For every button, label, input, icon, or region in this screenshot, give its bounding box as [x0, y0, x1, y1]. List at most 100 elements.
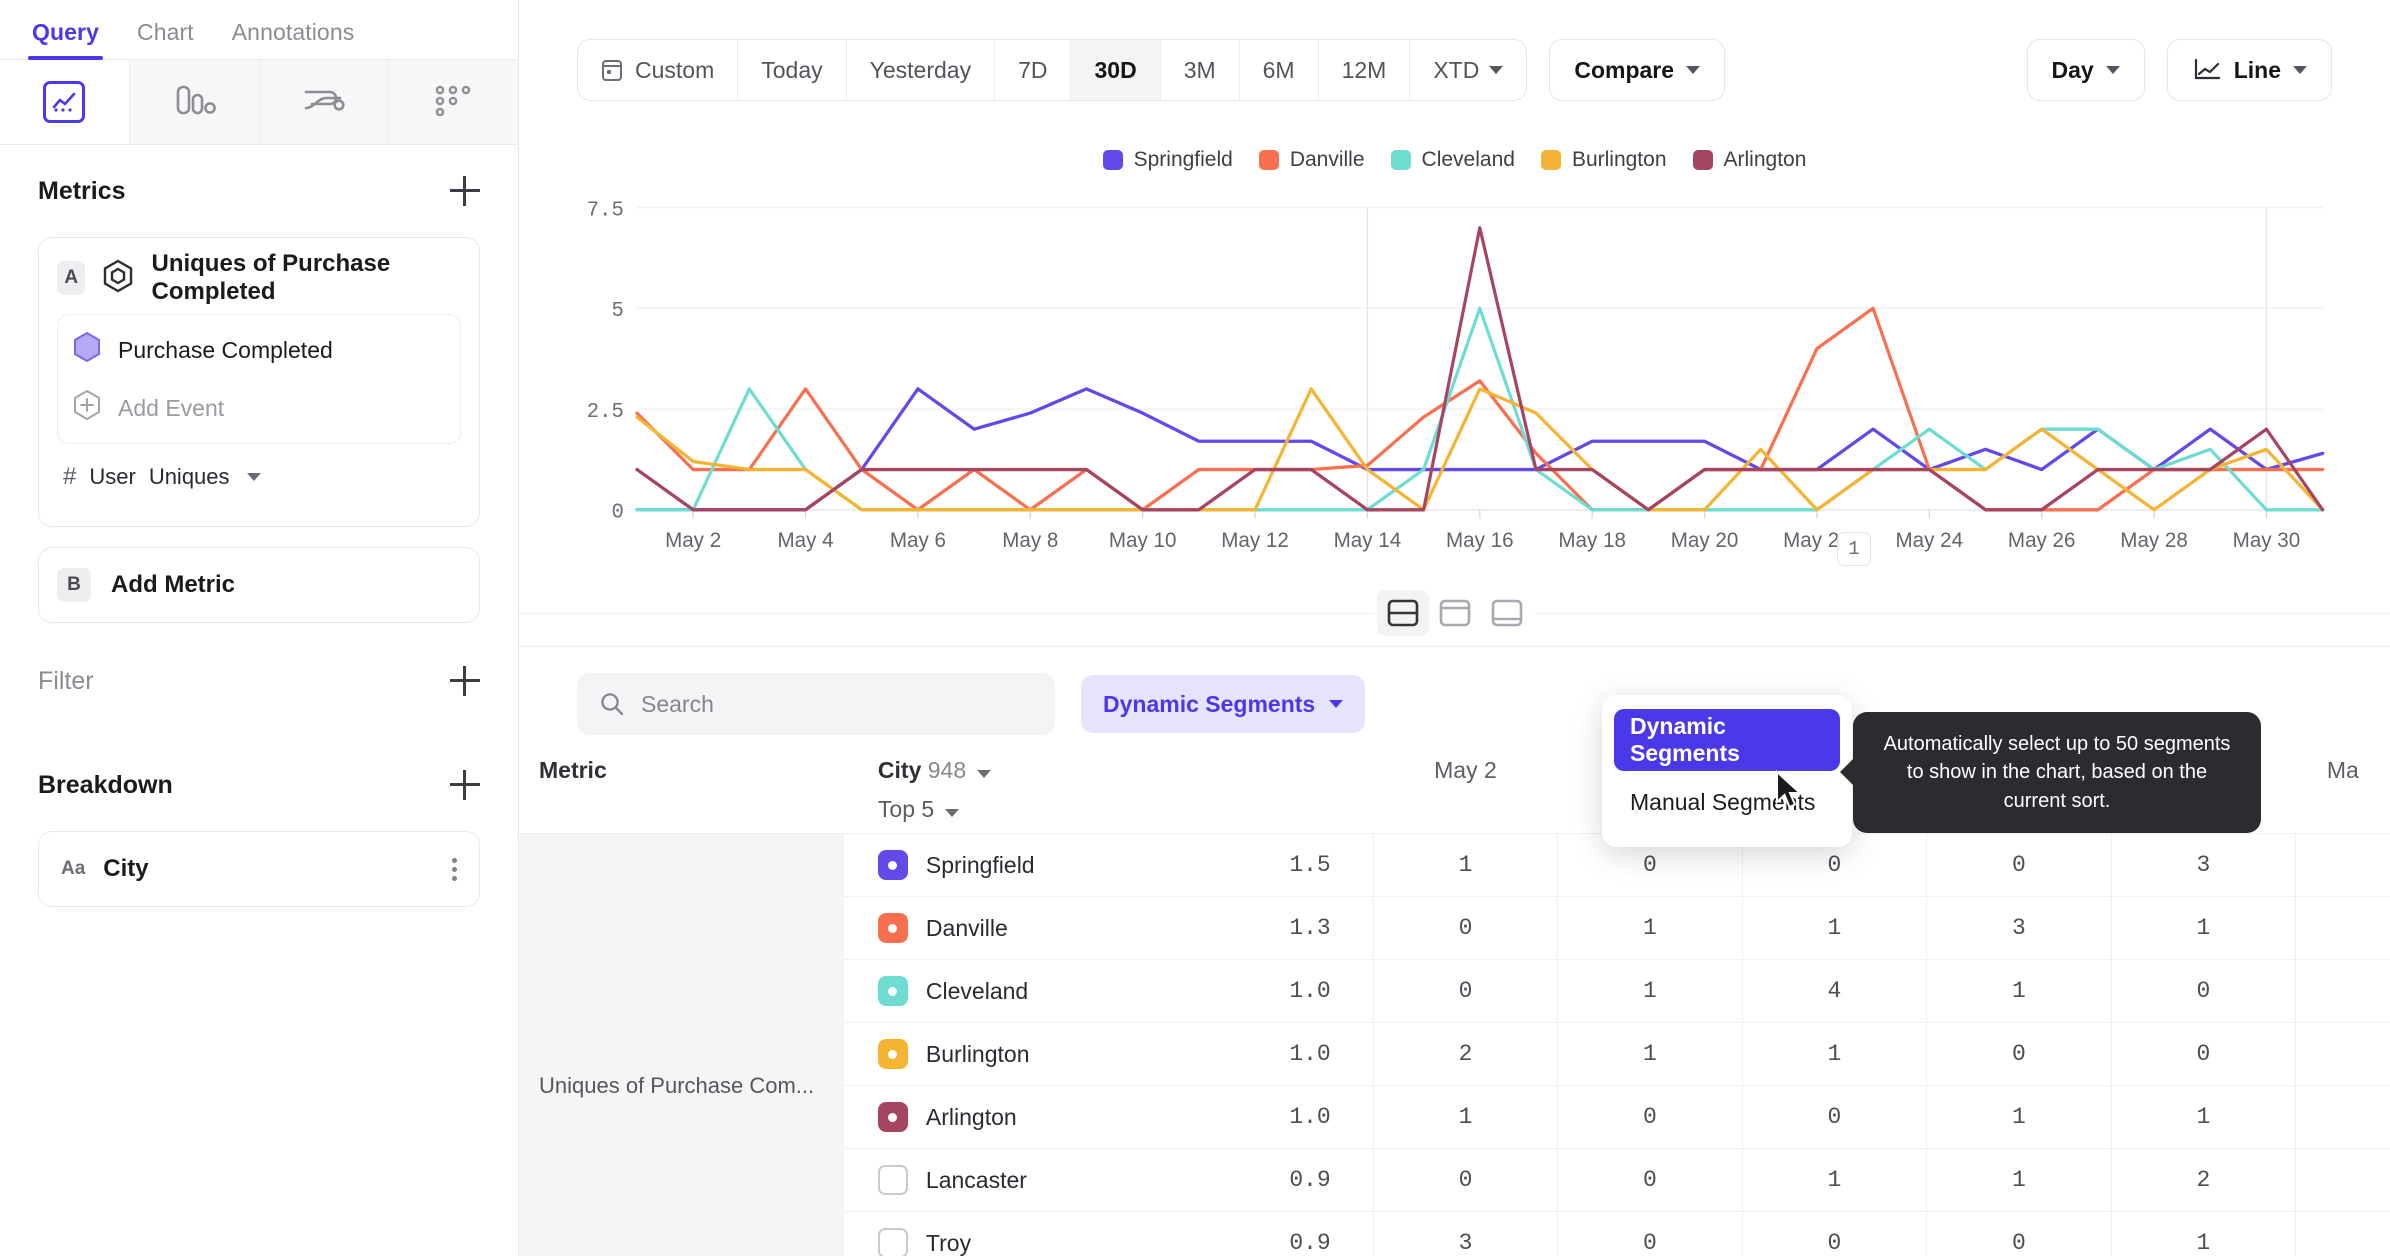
segment-avg-value: 1.0 — [1289, 1104, 1331, 1130]
segment-color-chip[interactable] — [877, 913, 908, 943]
chart-type-dots[interactable] — [389, 60, 518, 144]
filter-header: Filter — [38, 623, 480, 739]
split-horizontal-icon[interactable] — [1376, 590, 1429, 636]
legend-item-danville[interactable]: Danville — [1258, 148, 1365, 172]
legend-item-cleveland[interactable]: Cleveland — [1390, 148, 1515, 172]
range-7d[interactable]: 7D — [995, 40, 1072, 100]
segment-name: Troy — [925, 1229, 972, 1256]
table-row[interactable]: Troy 0.9 3 0 0 0 1 — [519, 1211, 2390, 1256]
add-filter-plus-icon[interactable] — [450, 666, 480, 696]
header-day-may2: May 2 — [1434, 757, 1497, 783]
range-today[interactable]: Today — [738, 40, 847, 100]
segment-mode-button[interactable]: Dynamic Segments — [1081, 675, 1366, 733]
segment-cell[interactable]: Arlington — [844, 1086, 1190, 1149]
range-custom[interactable]: Custom — [578, 40, 739, 100]
header-segment[interactable]: City 948 Top 5 — [844, 743, 1190, 834]
chart-type-line[interactable] — [0, 60, 130, 144]
segment-color-chip[interactable] — [877, 1039, 908, 1069]
segment-cell[interactable]: Danville — [844, 897, 1190, 960]
header-day-next: Ma — [2326, 757, 2359, 783]
tab-annotations[interactable]: Annotations — [231, 19, 355, 45]
range-xtd-label: XTD — [1433, 56, 1480, 83]
header-metric: Metric — [539, 757, 607, 783]
measure-selector[interactable]: # User Uniques — [57, 448, 461, 506]
segment-cell[interactable]: Burlington — [844, 1023, 1190, 1086]
segment-name: Springfield — [925, 851, 1035, 878]
segment-cell[interactable]: Lancaster — [844, 1149, 1190, 1212]
table-row[interactable]: Arlington 1.0 1 0 0 1 1 — [519, 1085, 2390, 1149]
compare-button[interactable]: Compare — [1549, 39, 1726, 101]
range-6m[interactable]: 6M — [1240, 40, 1319, 100]
search-input[interactable]: Search — [577, 673, 1055, 735]
kebab-menu-icon[interactable] — [452, 857, 457, 881]
segment-color-chip[interactable] — [877, 976, 908, 1006]
table-row[interactable]: Cleveland 1.0 0 1 4 1 0 — [519, 959, 2390, 1023]
svg-text:5: 5 — [611, 299, 623, 323]
chevron-down-icon — [976, 770, 991, 778]
svg-text:2.5: 2.5 — [587, 400, 624, 424]
metric-a-name: Uniques of Purchase Completed — [151, 250, 391, 305]
search-placeholder: Search — [641, 690, 714, 717]
legend-item-springfield[interactable]: Springfield — [1102, 148, 1233, 172]
tab-query[interactable]: Query — [14, 19, 117, 60]
metrics-title: Metrics — [38, 176, 126, 205]
header-segment-name: City — [877, 757, 922, 783]
segment-checkbox[interactable] — [877, 1165, 908, 1195]
chart-canvas[interactable]: 0 2.5 5 7.5 May 2 May 4 May 6 May 8 May 10 May 12… — [577, 190, 2332, 580]
table-row[interactable]: Lancaster 0.9 0 0 1 1 2 — [519, 1148, 2390, 1212]
event-row[interactable]: Purchase Completed — [72, 321, 446, 379]
metric-a-header[interactable]: A Uniques of Purchase Completed — [57, 250, 461, 305]
granularity-button[interactable]: Day — [2026, 39, 2145, 101]
segment-color-chip[interactable] — [877, 1102, 908, 1132]
legend-swatch — [1540, 150, 1561, 170]
legend-item-burlington[interactable]: Burlington — [1540, 148, 1667, 172]
segment-cell[interactable]: Troy — [844, 1212, 1190, 1256]
breakdown-item-city[interactable]: Aa City — [38, 831, 480, 907]
range-12m[interactable]: 12M — [1319, 40, 1411, 100]
table-row[interactable]: Uniques of Purchase Com... Springfield 1.5… — [519, 833, 2390, 1256]
segment-mode-label: Dynamic Segments — [1103, 690, 1316, 717]
metric-badge: A — [57, 261, 86, 295]
table-top-icon[interactable] — [1429, 590, 1481, 636]
table-row[interactable]: Burlington 1.0 2 1 1 0 0 — [519, 1022, 2390, 1086]
legend-swatch — [1692, 150, 1713, 170]
segment-avg-value: 0.9 — [1289, 1230, 1331, 1256]
legend-item-arlington[interactable]: Arlington — [1692, 148, 1807, 172]
segment-avg-value: 1.0 — [1289, 1041, 1331, 1067]
table-row[interactable]: Danville 1.3 0 1 1 3 1 — [519, 896, 2390, 960]
range-xtd[interactable]: XTD — [1410, 40, 1526, 100]
annotation-marker[interactable]: 1 — [1837, 532, 1871, 566]
charttype-button[interactable]: Line — [2166, 39, 2332, 101]
segments-table-area: Search Dynamic Segments Metri — [519, 646, 2390, 1256]
segment-cell[interactable]: Springfield — [844, 834, 1190, 897]
add-breakdown-plus-icon[interactable] — [450, 770, 480, 800]
add-event-row[interactable]: Add Event — [72, 379, 446, 437]
segment-color-chip[interactable] — [877, 850, 908, 880]
segment-cell[interactable]: Cleveland — [844, 960, 1190, 1023]
day-value-cell: 0 — [2110, 959, 2296, 1023]
segment-checkbox[interactable] — [877, 1228, 908, 1256]
header-segment-sort[interactable]: Top 5 — [878, 796, 1190, 823]
chart-toolbar: Custom Today Yesterday 7D 30D 3M 6M 12M … — [519, 0, 2390, 140]
segment-mode-dropdown: Dynamic Segments Manual Segments — [1602, 695, 1852, 847]
table-controls: Search Dynamic Segments — [519, 647, 2390, 743]
add-metric-plus-icon[interactable] — [450, 176, 480, 206]
table-scroll[interactable]: Metric City 948 Top 5 — [519, 743, 2390, 1256]
legend-label: Arlington — [1723, 148, 1807, 171]
range-3m[interactable]: 3M — [1161, 40, 1240, 100]
query-sidebar: Query Chart Annotations — [0, 0, 519, 1256]
chevron-down-icon — [944, 809, 959, 817]
mouse-cursor — [1774, 769, 1808, 819]
chart-type-bar[interactable] — [129, 60, 260, 144]
range-yesterday[interactable]: Yesterday — [847, 40, 996, 100]
day-value-cell: 0 — [1372, 896, 1558, 960]
dropdown-option-dynamic[interactable]: Dynamic Segments — [1614, 709, 1840, 771]
chart-type-flow[interactable] — [259, 60, 390, 144]
flow-chart-icon — [300, 82, 348, 123]
metric-cell: Uniques of Purchase Com... — [519, 833, 844, 1256]
tab-chart[interactable]: Chart — [136, 19, 194, 45]
add-metric-button[interactable]: B Add Metric — [38, 547, 480, 623]
chart-type-selector — [0, 60, 518, 145]
table-bottom-icon[interactable] — [1481, 590, 1533, 636]
range-30d[interactable]: 30D — [1071, 40, 1161, 100]
